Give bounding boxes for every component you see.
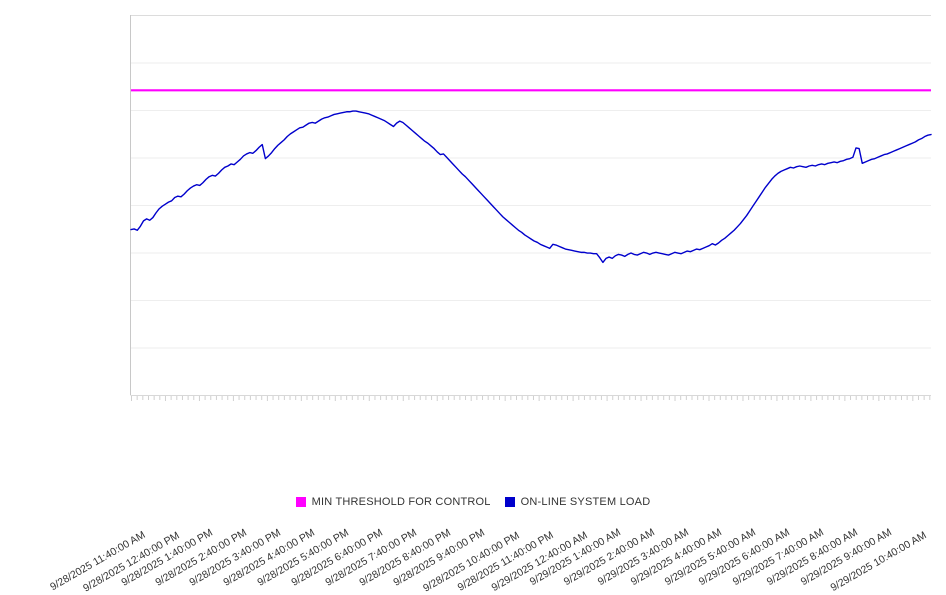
x-tick-label: 9/28/2025 6:40:00 PM (289, 526, 385, 589)
legend-swatch-magenta (295, 497, 306, 507)
chart-legend: MIN THRESHOLD FOR CONTROL ON-LINE SYSTEM… (0, 496, 946, 508)
x-tick-label: 9/28/2025 11:40:00 PM (455, 529, 556, 594)
gridlines (131, 15, 931, 396)
x-tick-label: 9/29/2025 4:40:00 AM (629, 526, 725, 589)
x-tick-label: 9/28/2025 2:40:00 PM (153, 526, 249, 589)
x-tick-label: 9/29/2025 3:40:00 AM (595, 526, 691, 589)
chart-plot-area (130, 15, 932, 401)
x-tick-label: 9/28/2025 10:40:00 PM (420, 529, 522, 595)
x-tick-label: 9/28/2025 7:40:00 PM (323, 526, 419, 589)
x-tick-label: 9/28/2025 9:40:00 PM (391, 526, 487, 589)
x-tick-label: 9/28/2025 5:40:00 PM (255, 526, 351, 589)
x-tick-label: 9/29/2025 7:40:00 AM (731, 526, 827, 589)
x-tick-label: 9/29/2025 6:40:00 AM (697, 526, 793, 589)
legend-item-system-load[interactable]: ON-LINE SYSTEM LOAD (504, 496, 651, 508)
x-tick-label: 9/28/2025 3:40:00 PM (187, 526, 283, 589)
x-tick-label: 9/29/2025 2:40:00 AM (561, 526, 657, 589)
legend-label-min-threshold: MIN THRESHOLD FOR CONTROL (311, 496, 491, 508)
system-load-series (130, 110, 932, 264)
x-tick-label: 9/29/2025 9:40:00 AM (799, 526, 895, 589)
legend-swatch-blue (504, 497, 515, 507)
legend-item-min-threshold[interactable]: MIN THRESHOLD FOR CONTROL (295, 496, 491, 508)
axis-lines (130, 15, 931, 396)
x-tick-label: 9/28/2025 11:40:00 AM (48, 528, 148, 594)
x-axis-ticks (131, 396, 931, 401)
x-tick-label: 9/28/2025 12:40:00 PM (81, 529, 182, 595)
x-tick-label: 9/28/2025 4:40:00 PM (221, 526, 317, 589)
x-tick-label: 9/28/2025 1:40:00 PM (119, 526, 215, 589)
x-tick-label: 9/29/2025 5:40:00 AM (663, 526, 759, 589)
x-tick-label: 9/29/2025 8:40:00 AM (765, 526, 861, 589)
line-chart: 9/28/2025 11:40:00 AM 9/28/2025 12:40:00 … (0, 15, 946, 595)
legend-label-system-load: ON-LINE SYSTEM LOAD (520, 496, 651, 508)
x-tick-label: 9/29/2025 10:40:00 AM (828, 529, 929, 594)
x-tick-label: 9/28/2025 8:40:00 PM (357, 526, 453, 589)
x-tick-label: 9/29/2025 12:40:00 AM (489, 529, 590, 594)
x-tick-label: 9/29/2025 1:40:00 AM (527, 526, 623, 589)
